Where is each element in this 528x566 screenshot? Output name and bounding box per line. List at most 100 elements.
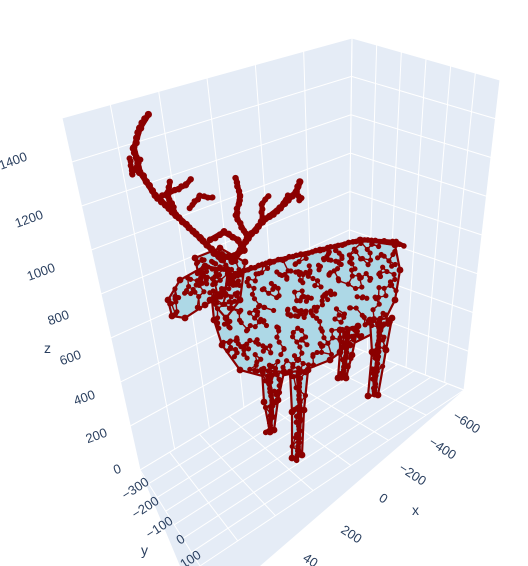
antler-vertex bbox=[263, 260, 269, 267]
mesh-vertex bbox=[290, 334, 296, 340]
mesh-vertex bbox=[192, 289, 198, 295]
antler-vertex bbox=[128, 167, 135, 174]
mesh-vertex bbox=[221, 290, 229, 298]
antler-vertex bbox=[262, 429, 269, 436]
mesh-vertex bbox=[354, 294, 360, 300]
mesh-vertex bbox=[303, 308, 309, 314]
mesh-vertex bbox=[383, 293, 389, 299]
mesh-vertex bbox=[275, 325, 281, 331]
antler-right-tine-1 bbox=[232, 174, 252, 242]
mesh-vertex bbox=[271, 307, 277, 314]
grid-line bbox=[405, 58, 427, 368]
antler-vertex bbox=[297, 251, 304, 257]
mesh-vertex bbox=[380, 363, 386, 369]
mesh-vertex bbox=[292, 313, 298, 319]
mesh-vertex bbox=[201, 289, 207, 295]
antler-vertex bbox=[278, 256, 284, 263]
antler-vertex bbox=[340, 367, 347, 374]
mesh-vertex bbox=[304, 342, 310, 348]
mesh-vertex bbox=[199, 256, 205, 263]
mesh-vertex bbox=[206, 296, 214, 304]
antler-vertex bbox=[129, 144, 137, 152]
antler-cluster bbox=[206, 228, 248, 262]
mesh-vertex bbox=[325, 257, 332, 263]
mesh-vertex bbox=[393, 288, 399, 294]
z-tick-label: 1200 bbox=[13, 207, 45, 231]
mesh-vertex bbox=[319, 302, 326, 308]
grid-line bbox=[424, 65, 452, 376]
mesh-vertex bbox=[252, 307, 259, 313]
antler-vertex bbox=[345, 239, 352, 246]
antler-vertex bbox=[376, 333, 382, 339]
mesh-vertex bbox=[336, 348, 344, 356]
mesh-vertex bbox=[325, 340, 331, 346]
antler-vertex bbox=[268, 415, 274, 422]
mesh-vertex bbox=[225, 280, 231, 286]
antler-vertex bbox=[259, 206, 266, 213]
mesh-vertex bbox=[380, 264, 386, 270]
antler-vertex bbox=[295, 452, 301, 458]
antler-vertex bbox=[396, 241, 403, 248]
mesh-vertex bbox=[258, 366, 266, 374]
antler-vertex bbox=[268, 408, 275, 415]
mesh-vertex bbox=[348, 351, 356, 359]
antler-vertex bbox=[268, 393, 274, 399]
mesh-vertex bbox=[222, 314, 230, 322]
antler-vertex bbox=[384, 239, 391, 246]
mesh-vertex bbox=[244, 355, 250, 361]
mesh-vertex bbox=[276, 383, 282, 389]
antler-vertex bbox=[372, 237, 379, 244]
mesh-vertex bbox=[358, 274, 364, 281]
antler-vertex bbox=[211, 234, 219, 242]
mesh-vertex bbox=[381, 321, 387, 327]
mesh-vertex bbox=[306, 263, 312, 269]
antler-right-tine-2 bbox=[258, 193, 272, 225]
mesh-vertex bbox=[391, 296, 399, 304]
antler-vertex bbox=[196, 193, 203, 200]
deer-front-leg-right-outline bbox=[293, 369, 304, 464]
mesh-vertex bbox=[289, 443, 295, 450]
mesh-vertex bbox=[354, 322, 362, 330]
antler-vertex bbox=[297, 399, 303, 405]
antler-vertex bbox=[376, 317, 383, 323]
mesh-vertex bbox=[251, 296, 258, 302]
mesh-vertex bbox=[285, 311, 291, 317]
antler-vertex bbox=[187, 176, 194, 183]
mesh-vertex bbox=[383, 312, 389, 318]
mesh-vertex bbox=[252, 278, 258, 284]
mesh-vertex bbox=[283, 358, 290, 364]
antler-vertex bbox=[142, 178, 150, 186]
mesh-vertex bbox=[269, 363, 275, 369]
mesh-vertex bbox=[193, 261, 200, 267]
grid-line bbox=[463, 79, 501, 391]
antler-vertex bbox=[154, 195, 161, 202]
antler-vertex bbox=[312, 247, 319, 254]
antler-vertex bbox=[232, 174, 239, 182]
mesh-vertex bbox=[385, 318, 391, 324]
antler-left-tine-2 bbox=[154, 176, 194, 202]
mesh-vertex bbox=[238, 319, 244, 326]
mesh-vertex bbox=[276, 293, 282, 299]
antler-vertex bbox=[148, 187, 157, 195]
mesh-vertex bbox=[299, 288, 305, 294]
antler-vertex bbox=[293, 252, 300, 259]
z-tick-label: 1000 bbox=[25, 260, 57, 284]
mesh-vertex bbox=[295, 325, 301, 331]
mesh-vertex bbox=[272, 370, 279, 376]
mesh-vertex bbox=[376, 243, 382, 250]
x-axis-title: x bbox=[412, 502, 419, 518]
mesh-vertex bbox=[266, 290, 272, 296]
antler-vertex bbox=[296, 383, 303, 390]
mesh-vertex bbox=[275, 358, 281, 365]
mesh-vertex bbox=[330, 335, 336, 341]
antler-vertex bbox=[276, 205, 283, 212]
mesh-vertex bbox=[258, 356, 264, 362]
y-axis-title: y bbox=[141, 542, 148, 558]
mesh-vertex bbox=[349, 261, 355, 267]
grid-line bbox=[61, 117, 141, 471]
mesh-vertex bbox=[375, 255, 381, 261]
mesh-vertex bbox=[365, 262, 371, 268]
mesh-vertex bbox=[247, 310, 253, 316]
mesh-vertex bbox=[267, 343, 273, 349]
